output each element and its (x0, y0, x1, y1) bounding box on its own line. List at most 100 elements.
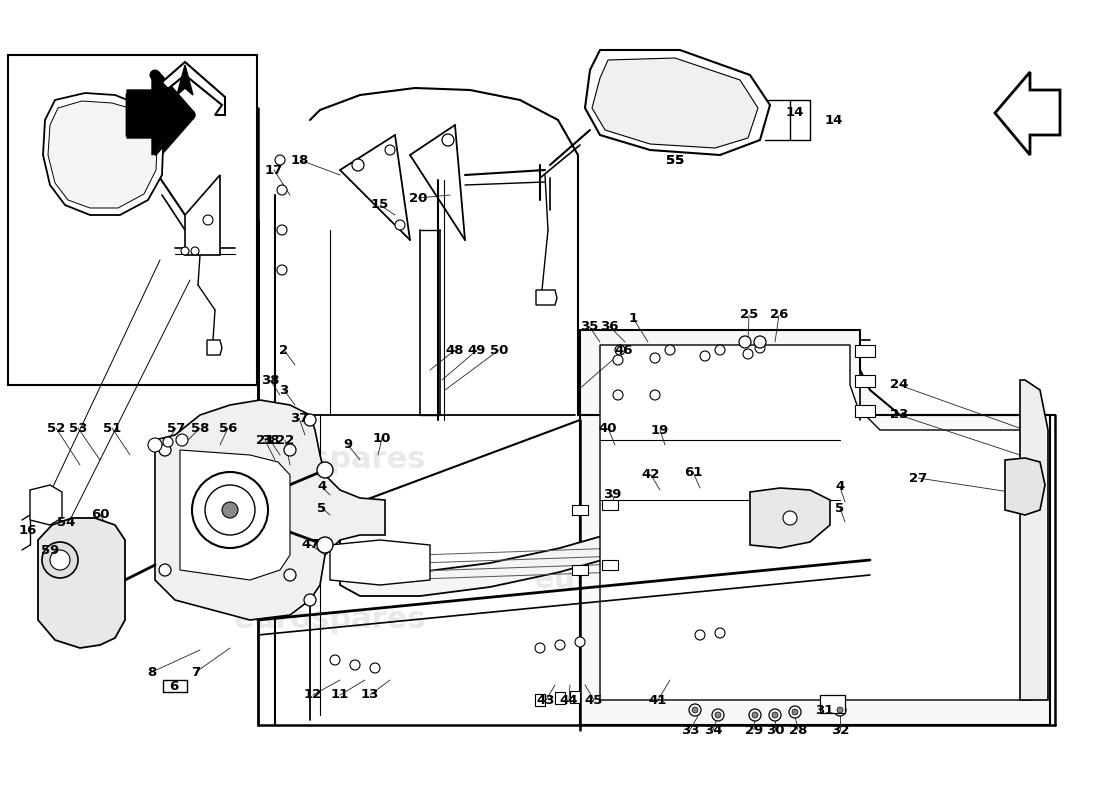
Polygon shape (996, 72, 1060, 155)
Polygon shape (750, 488, 830, 548)
Circle shape (739, 336, 751, 348)
Polygon shape (536, 290, 557, 305)
Text: 6: 6 (169, 679, 178, 693)
Polygon shape (585, 50, 770, 155)
Polygon shape (155, 400, 385, 620)
Circle shape (191, 247, 199, 255)
Text: 23: 23 (890, 409, 909, 422)
Circle shape (754, 336, 766, 348)
Circle shape (277, 265, 287, 275)
Text: 45: 45 (585, 694, 603, 706)
Text: 55: 55 (666, 154, 684, 166)
Circle shape (317, 537, 333, 553)
Text: 60: 60 (90, 509, 109, 522)
Circle shape (769, 709, 781, 721)
Text: eurospares: eurospares (534, 566, 726, 594)
Text: 24: 24 (890, 378, 909, 391)
Text: 54: 54 (57, 515, 75, 529)
Circle shape (613, 355, 623, 365)
Text: 28: 28 (789, 723, 807, 737)
Polygon shape (48, 101, 157, 208)
Circle shape (304, 414, 316, 426)
Bar (820, 695, 845, 713)
Circle shape (350, 660, 360, 670)
Text: 43: 43 (537, 694, 556, 706)
Text: 10: 10 (373, 431, 392, 445)
Text: 14: 14 (785, 106, 804, 118)
Text: 53: 53 (69, 422, 87, 434)
Text: 19: 19 (651, 423, 669, 437)
Circle shape (755, 343, 764, 353)
Text: 16: 16 (19, 523, 37, 537)
Circle shape (715, 345, 725, 355)
Circle shape (650, 390, 660, 400)
Text: 57: 57 (167, 422, 185, 434)
Circle shape (752, 712, 758, 718)
Polygon shape (600, 345, 1030, 700)
Polygon shape (180, 450, 290, 580)
Circle shape (666, 345, 675, 355)
Bar (556, 692, 565, 704)
Text: 37: 37 (289, 411, 308, 425)
Polygon shape (43, 93, 163, 215)
Text: 44: 44 (560, 694, 579, 706)
Circle shape (535, 643, 544, 653)
Polygon shape (177, 65, 192, 95)
Circle shape (304, 594, 316, 606)
Text: 8: 8 (147, 666, 156, 678)
Bar (572, 505, 588, 515)
Bar (535, 694, 544, 706)
Text: 61: 61 (684, 466, 702, 478)
Text: 32: 32 (830, 723, 849, 737)
Circle shape (395, 220, 405, 230)
Text: 21: 21 (256, 434, 274, 446)
Text: 49: 49 (468, 343, 486, 357)
Circle shape (749, 709, 761, 721)
Text: 15: 15 (371, 198, 389, 211)
Circle shape (650, 353, 660, 363)
Circle shape (222, 502, 238, 518)
Circle shape (42, 542, 78, 578)
Text: 7: 7 (191, 666, 200, 678)
Circle shape (192, 472, 268, 548)
Circle shape (772, 712, 778, 718)
Text: 18: 18 (290, 154, 309, 166)
Bar (572, 565, 588, 575)
Bar (570, 691, 580, 703)
Text: 31: 31 (815, 703, 833, 717)
Circle shape (284, 569, 296, 581)
Circle shape (385, 145, 395, 155)
Circle shape (700, 351, 710, 361)
Text: 34: 34 (704, 723, 723, 737)
Bar (855, 375, 875, 387)
Polygon shape (126, 72, 191, 155)
Text: 27: 27 (909, 471, 927, 485)
Circle shape (163, 437, 173, 447)
Text: 12: 12 (304, 689, 322, 702)
Text: 38: 38 (261, 434, 279, 446)
Text: 4: 4 (318, 481, 327, 494)
Circle shape (783, 511, 798, 525)
Text: eurospares: eurospares (584, 466, 777, 494)
Text: 3: 3 (279, 383, 288, 397)
Circle shape (352, 159, 364, 171)
Text: 4: 4 (835, 481, 845, 494)
Circle shape (277, 225, 287, 235)
Text: 20: 20 (409, 191, 427, 205)
Circle shape (277, 185, 287, 195)
Text: 39: 39 (603, 489, 622, 502)
Polygon shape (145, 62, 226, 115)
Text: 51: 51 (103, 422, 121, 434)
Text: 5: 5 (835, 502, 845, 514)
Circle shape (575, 637, 585, 647)
Text: 1: 1 (628, 311, 638, 325)
Polygon shape (39, 518, 125, 648)
Circle shape (160, 444, 170, 456)
Text: 59: 59 (41, 543, 59, 557)
Text: 30: 30 (766, 723, 784, 737)
Circle shape (370, 663, 379, 673)
Text: eurospares: eurospares (233, 606, 427, 634)
Circle shape (715, 712, 720, 718)
Text: 35: 35 (580, 319, 598, 333)
Circle shape (692, 707, 698, 713)
